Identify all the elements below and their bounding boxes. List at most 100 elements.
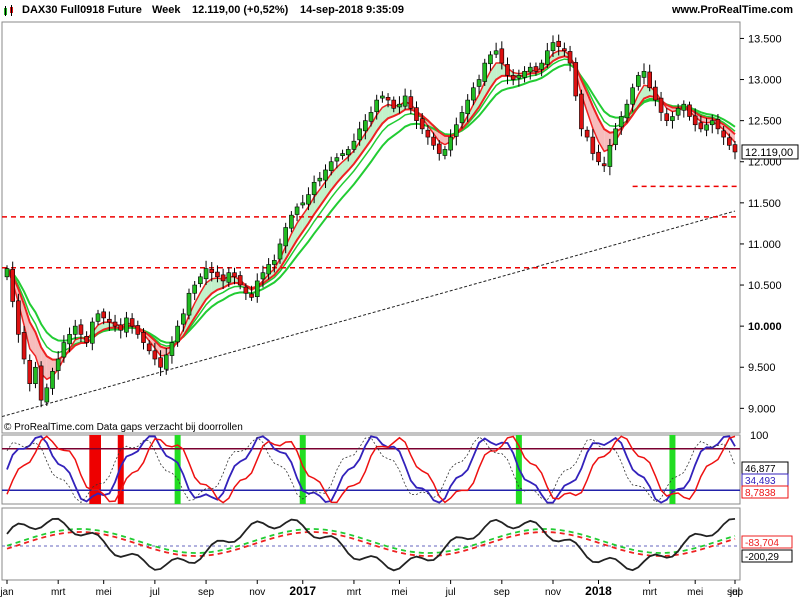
candlesticks — [4, 34, 738, 408]
candle-body — [220, 274, 226, 282]
candle-body — [715, 119, 721, 130]
ema-cloud-segment — [268, 268, 275, 280]
candle-body — [129, 318, 135, 327]
candle-body — [408, 96, 414, 109]
price-tick-label: 10.000 — [748, 321, 782, 333]
candle-body — [317, 177, 323, 182]
time-tick-label: 2018 — [585, 584, 612, 598]
price-change: 12.119,00 (+0,52%) — [192, 4, 289, 16]
candle-body — [596, 151, 601, 163]
time-tick-label: sep — [198, 587, 215, 598]
price-tick-label: 13.000 — [748, 75, 782, 87]
ema-cloud-segment — [581, 80, 588, 112]
stochastic-buy-signal — [174, 435, 181, 504]
candle-body — [311, 181, 317, 195]
candle-body — [243, 286, 249, 294]
candle-body — [664, 113, 670, 121]
candle-body — [436, 143, 442, 154]
candle-body — [590, 136, 596, 154]
candle-body — [670, 116, 675, 121]
candle-body — [675, 108, 681, 116]
candle-body — [357, 128, 362, 141]
candle-body — [112, 321, 118, 327]
candle-body — [95, 313, 101, 322]
candle-body — [78, 324, 84, 335]
price-tick-label: 12.500 — [748, 116, 782, 128]
stochastic-buy-signal — [669, 435, 676, 504]
ema-cloud-segment — [484, 71, 491, 98]
time-tick-label: mrt — [642, 587, 657, 598]
time-tick-label: 2017 — [289, 584, 316, 598]
stochastic-red-line — [6, 435, 736, 504]
candle-body — [44, 387, 50, 403]
candle-body — [516, 75, 522, 79]
price-tick-label: 9.000 — [748, 403, 776, 415]
candle-body — [681, 103, 687, 111]
momentum-signal-red — [6, 531, 736, 557]
stochastic-value-label: 46,877 — [745, 464, 776, 475]
candle-body — [709, 120, 715, 126]
candle-body — [727, 137, 732, 146]
candle-body — [539, 62, 544, 70]
chart-type-icon — [4, 5, 13, 16]
time-tick-label: sep — [727, 587, 744, 598]
ema-cloud-segment — [291, 223, 298, 250]
ema-cloud-segment — [587, 92, 593, 129]
candle-body — [704, 124, 709, 131]
time-tick-label: sep — [494, 587, 511, 598]
ema-cloud-segment — [592, 106, 599, 142]
candle-body — [573, 62, 579, 97]
candle-body — [33, 366, 38, 384]
candle-body — [698, 122, 704, 130]
candle-body — [163, 354, 169, 370]
candle-body — [380, 95, 385, 99]
candle-body — [385, 96, 391, 101]
ema-cloud-segment — [644, 85, 650, 99]
momentum-value-box — [741, 549, 793, 563]
candle-body — [340, 153, 345, 156]
ema-cloud-segment — [467, 104, 474, 123]
stochastic-tick-label: 100 — [750, 430, 768, 442]
candle-body — [476, 79, 482, 87]
ema-cloud-segment — [189, 303, 195, 327]
candle-body — [624, 103, 630, 119]
candle-body — [272, 260, 277, 265]
candle-body — [391, 99, 397, 109]
momentum-value-box — [741, 535, 793, 549]
candle-body — [448, 136, 453, 151]
price-tick-label: 11.000 — [748, 239, 781, 251]
candle-body — [266, 264, 271, 275]
momentum-value-label: -200,29 — [745, 552, 779, 563]
candle-body — [237, 275, 243, 286]
candle-body — [488, 54, 493, 65]
candle-body — [402, 95, 408, 107]
candle-body — [21, 332, 27, 360]
ema-cloud-segment — [35, 332, 42, 374]
ema-cloud-segment — [285, 233, 292, 260]
ema-cloud-segment — [359, 133, 366, 157]
candle-body — [545, 50, 550, 65]
candle-body — [289, 214, 294, 229]
stochastic-value-label: 34,493 — [745, 476, 776, 487]
ema-green-fast — [6, 58, 736, 354]
stochastic-sell-signal — [117, 435, 124, 504]
ema-cloud-segment — [479, 81, 485, 107]
price-tick-label: 11.500 — [748, 198, 781, 210]
candle-body — [363, 120, 368, 132]
candle-body — [181, 313, 186, 325]
time-axis: jan mrt mei jul sep nov 2017 mrt mei jul sep nov 201… — [0, 580, 743, 598]
time-tick-label: nov — [545, 587, 561, 598]
candle-body — [647, 71, 652, 89]
candle-body — [232, 272, 237, 278]
candle-body — [482, 62, 488, 82]
momentum-panel: -83,704 -200,29 — [2, 517, 793, 572]
candle-body — [419, 118, 425, 130]
candle-body — [38, 365, 44, 401]
candle-body — [527, 66, 533, 73]
long-moving-average — [1, 210, 736, 418]
ema-cloud-segment — [194, 292, 201, 318]
candle-body — [499, 48, 505, 64]
candle-body — [556, 40, 561, 47]
ema-cloud-segment — [638, 85, 644, 107]
